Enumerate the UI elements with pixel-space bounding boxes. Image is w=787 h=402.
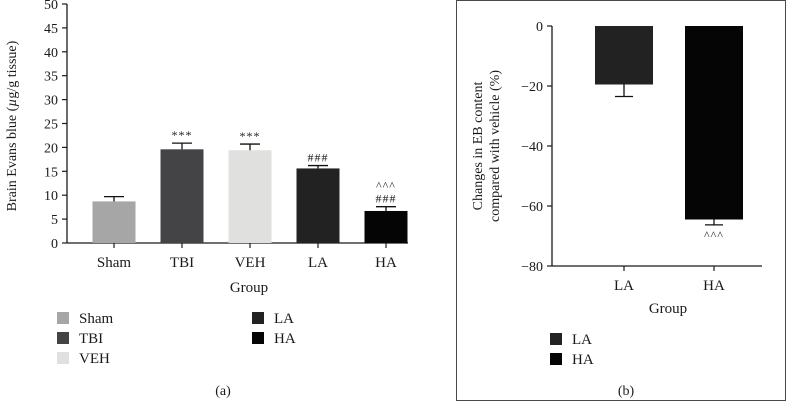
panel-a-y-tick-label: 40 [44,46,58,61]
panel-b-y-tick-label: 0 [536,20,543,35]
panel-b-legend: LA HA [550,332,594,368]
panel-b: ^^^ 0 −20 −40 −60 −80 LA HA Changes in EB cont… [471,20,762,399]
panel-a-x-tick-label-veh: VEH [235,255,266,271]
panel-b-legend-label-la: LA [572,332,592,348]
panel-a-y-axis-label: Brain Evans blue (µg/g tissue) [5,40,20,211]
panel-a-x-axis-label: Group [230,280,268,296]
panel-a-legend-swatch-la [252,312,264,324]
panel-a-significance-marker: *** [240,129,261,143]
panel-b-y-tick-label: −60 [521,200,543,215]
panel-a-label: (a) [215,384,231,399]
panel-b-y-tick-label: −40 [521,140,543,155]
panel-a-legend-label-veh: VEH [79,351,110,367]
panel-b-y-tick-label: −20 [521,80,543,95]
panel-a-legend-swatch-ha [252,332,264,344]
panel-b-legend-swatch-ha [550,353,562,365]
panel-a-significance-marker: *** [172,128,193,142]
panel-a-legend-swatch-sham [57,312,69,324]
panel-a-bar-la [296,168,340,243]
panel-b-legend-swatch-la [550,333,562,345]
panel-a-y-tick-label: 45 [44,22,58,37]
panel-b-x-tick-label-ha: HA [703,278,725,294]
panel-b-x-tick-label-la: LA [614,278,634,294]
panel-a-y-axis-label-part: g/g tissue) [5,40,20,98]
panel-a-y-axis-label-part: Brain Evans blue ( [5,106,20,211]
panel-a-bar-sham [92,201,136,243]
panel-a-y-tick-label: 0 [51,237,58,252]
panel-a-y-tick-label: 25 [44,118,58,133]
panel-a-legend: Sham TBI VEH LA HA [57,311,296,367]
panel-a-x-tick-label-ha: HA [375,255,397,271]
panel-a-legend-swatch-tbi [57,332,69,344]
panel-a-y-tick-label: 20 [44,141,58,156]
panel-a-y-tick-label: 35 [44,70,58,85]
panel-b-frame [456,0,786,401]
panel-a-significance-marker: ^^^ [376,179,396,193]
panel-a-legend-label-ha: HA [274,331,296,347]
panel-b-y-tick-label: −80 [521,260,543,275]
panel-a-bar-veh [228,150,272,243]
panel-b-y-axis-label-line-1: Changes in EB content [471,82,486,211]
panel-a-x-tick-label-tbi: TBI [170,255,194,271]
panel-a-x-tick-label-sham: Sham [97,255,132,271]
panel-a-y-tick-label: 5 [51,213,58,228]
panel-a-significance-marker: ### [376,192,397,206]
panel-a-y-tick-label: 15 [44,165,58,180]
panel-a-y-tick-label: 50 [44,0,58,13]
panel-b-x-axis-label: Group [649,301,687,317]
panel-b-y-axis-label-line-2: compared with vehicle (%) [488,70,503,222]
panel-a-legend-label-sham: Sham [79,311,114,327]
panel-a-legend-label-tbi: TBI [79,331,103,347]
panel-a-significance-marker: ### [308,151,329,165]
panel-a-y-tick-label: 10 [44,189,58,204]
panel-b-label: (b) [618,384,635,399]
panel-a-bar-ha [364,210,408,243]
panel-b-significance-marker: ^^^ [704,228,724,242]
panel-a-y-tick-label: 30 [44,94,58,109]
panel-a-bar-tbi [160,149,204,243]
panel-b-bar-ha [685,26,743,220]
panel-a-x-tick-label-la: LA [308,255,328,271]
panel-a: *** ***######^^^ 05101520253035404550Sham… [5,0,408,399]
panel-b-legend-label-ha: HA [572,352,594,368]
panel-b-bar-la [595,26,653,85]
panel-a-legend-label-la: LA [274,311,294,327]
panel-a-legend-swatch-veh [57,352,69,364]
panel-a-y-axis-label-part: µ [5,99,20,107]
